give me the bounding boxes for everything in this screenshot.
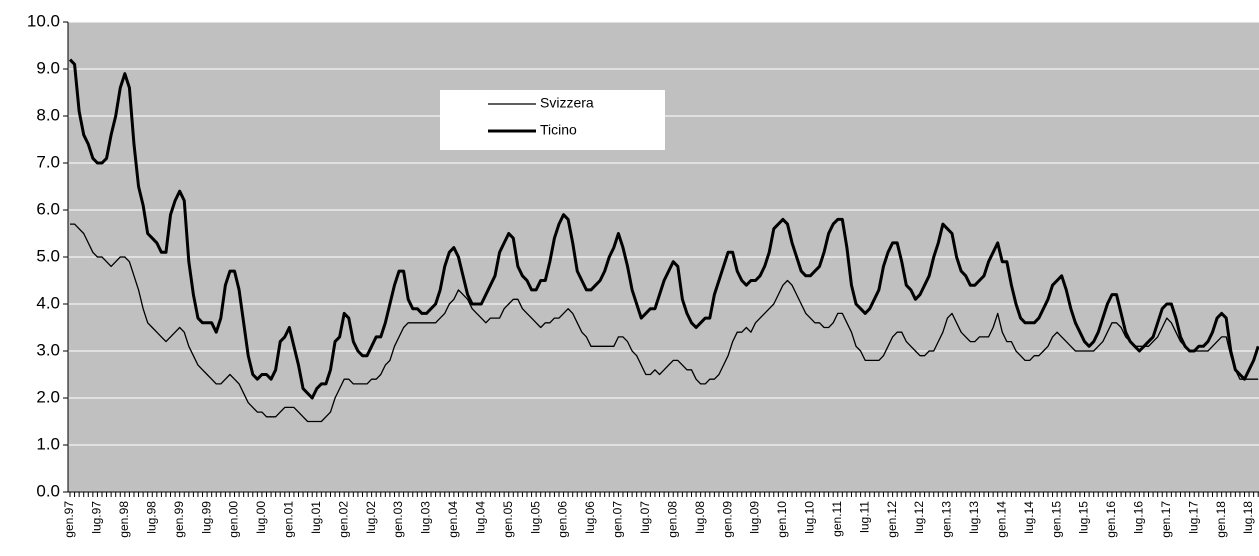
y-tick-label: 4.0: [36, 293, 60, 312]
x-tick-label: gen.03: [391, 501, 405, 538]
x-tick-label: lug.00: [254, 501, 268, 534]
grid: [68, 21, 1259, 493]
x-tick-label: gen.11: [830, 501, 844, 537]
legend-label: Svizzera: [540, 95, 594, 111]
x-tick-label: gen.07: [611, 501, 625, 538]
x-tick-label: lug.02: [364, 501, 378, 534]
x-tick-label: gen.14: [994, 501, 1008, 538]
x-tick-label: lug.05: [528, 501, 542, 534]
series-line: [68, 58, 1259, 400]
x-tick-label: lug.09: [748, 501, 762, 534]
x-tick-label: lug.03: [419, 501, 433, 534]
x-tick-label: gen.17: [1159, 501, 1173, 538]
y-tick-label: 1.0: [36, 434, 60, 453]
y-tick-label: 8.0: [36, 105, 60, 124]
y-tick-label: 6.0: [36, 199, 60, 218]
x-tick-label: gen.08: [665, 501, 679, 538]
x-tick-label: gen.18: [1214, 501, 1228, 538]
x-tick-label: lug.17: [1186, 501, 1200, 534]
x-tick-label: gen.98: [117, 501, 131, 538]
x-tick-label: gen.12: [885, 501, 899, 538]
x-tick-label: gen.97: [62, 501, 76, 538]
x-tick-label: lug.14: [1022, 501, 1036, 534]
x-tick-label: gen.01: [282, 501, 296, 538]
x-tick-label: lug.10: [803, 501, 817, 534]
x-tick-label: lug.99: [199, 501, 213, 534]
axes: 0.0 1.0 2.0 3.0 4.0 5.0 6.0 7.0 8.0 9.0 10.0 gen.97…: [27, 11, 1259, 538]
x-tick-label: lug.11: [857, 501, 871, 533]
x-tick-label: gen.00: [227, 501, 241, 538]
x-tick-label: lug.18: [1241, 501, 1255, 534]
x-tick-label: lug.08: [693, 501, 707, 534]
x-tick-label: lug.98: [144, 501, 158, 534]
y-tick-label: 7.0: [36, 152, 60, 171]
x-tick-label: gen.10: [775, 501, 789, 538]
x-tick-label: gen.06: [556, 501, 570, 538]
x-tick-label: gen.05: [501, 501, 515, 538]
y-tick-label: 9.0: [36, 58, 60, 77]
x-tick-label: lug.04: [473, 501, 487, 534]
x-tick-label: lug.07: [638, 501, 652, 534]
legend-box: [440, 90, 665, 150]
x-tick-label: gen.04: [446, 501, 460, 538]
y-tick-label: 2.0: [36, 387, 60, 406]
x-tick-label: gen.15: [1049, 501, 1063, 538]
y-tick-label: 3.0: [36, 340, 60, 359]
y-tick-label: 5.0: [36, 246, 60, 265]
x-tick-label: gen.09: [720, 501, 734, 538]
x-tick-label: gen.99: [172, 501, 186, 538]
y-tick-label: 10.0: [27, 11, 60, 30]
x-tick-label: gen.13: [940, 501, 954, 538]
x-tick-label: lug.01: [309, 501, 323, 534]
x-tick-label: lug.16: [1132, 501, 1146, 534]
x-tick-label: lug.06: [583, 501, 597, 534]
y-tick-label: 0.0: [36, 481, 60, 500]
series-line: [70, 223, 1259, 423]
legend-label: Ticino: [540, 122, 577, 138]
x-tick-label: gen.02: [336, 501, 350, 538]
x-tick-label: lug.97: [90, 501, 104, 534]
lines: [68, 58, 1259, 423]
x-tick-label: lug.12: [912, 501, 926, 534]
legend: Svizzera Ticino: [440, 90, 665, 150]
x-tick-label: lug.15: [1077, 501, 1091, 534]
x-tick-label: gen.16: [1104, 501, 1118, 538]
x-tick-label: lug.13: [967, 501, 981, 534]
